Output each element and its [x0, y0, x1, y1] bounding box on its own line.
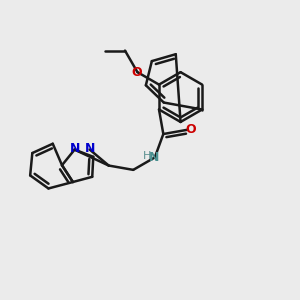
Text: N: N — [85, 142, 95, 155]
Text: O: O — [185, 123, 196, 136]
Text: H: H — [143, 151, 152, 161]
Text: N: N — [149, 151, 159, 164]
Text: O: O — [131, 66, 142, 79]
Text: N: N — [69, 142, 80, 155]
